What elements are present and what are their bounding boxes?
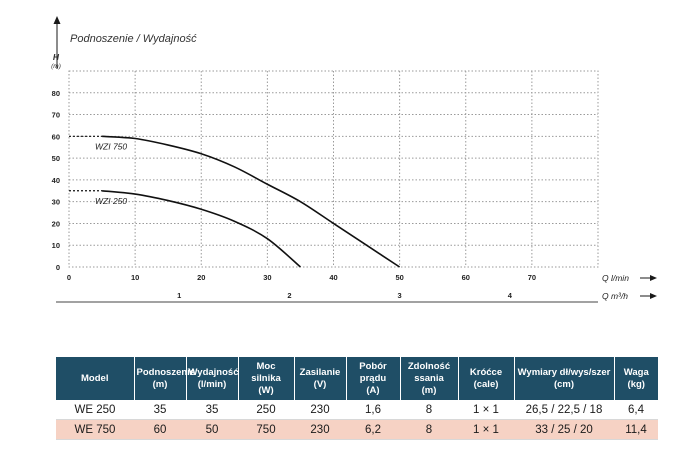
- y-tick-label: 60: [52, 132, 60, 141]
- x2-tick-label: 3: [398, 291, 402, 300]
- table-cell: 60: [134, 419, 186, 440]
- x2-tick-label: 2: [287, 291, 291, 300]
- y-tick-label: 20: [52, 219, 60, 228]
- table-cell: 1 × 1: [458, 419, 514, 440]
- chart-title: Podnoszenie / Wydajność: [70, 33, 197, 45]
- x-tick-label: 70: [528, 273, 536, 282]
- plot-frame: [68, 70, 599, 268]
- header-unit: (A): [366, 384, 380, 396]
- table-header-cell: Króćce (cale): [457, 357, 514, 400]
- table-cell: 230: [294, 419, 346, 440]
- x-tick-label: 20: [197, 273, 205, 282]
- x-tick-label: 60: [462, 273, 470, 282]
- header-label: Wydajność: [188, 366, 239, 378]
- x-axis-arrow-head: [650, 275, 657, 281]
- table-header-cell: Waga (kg): [613, 357, 658, 400]
- x-tick-label: 0: [67, 273, 71, 282]
- table-header-cell: Zasilanie (V): [293, 357, 346, 400]
- header-unit: (kg): [627, 378, 645, 390]
- y-axis-unit: (m): [51, 63, 61, 70]
- header-label: Model: [81, 372, 109, 384]
- header-unit: (m): [152, 378, 168, 390]
- x-tick-label: 30: [263, 273, 271, 282]
- x-axis-label: Q l/min: [602, 273, 629, 283]
- table-cell: 1,6: [346, 400, 400, 420]
- y-tick-label: 50: [52, 154, 60, 163]
- header-label: Zdolność ssania: [407, 360, 451, 384]
- table-header-cell: Model: [56, 357, 134, 400]
- series-label-1: WZI 250: [95, 196, 127, 206]
- header-unit: (cm): [553, 378, 575, 390]
- table-header-cell: Pobór prądu (A): [345, 357, 400, 400]
- header-label: Podnoszenie: [136, 366, 196, 378]
- y-tick-label: 0: [56, 263, 60, 272]
- y-tick-label: 10: [52, 241, 60, 250]
- table-cell: 26,5 / 22,5 / 18: [514, 400, 614, 420]
- header-label: Moc silnika: [251, 360, 281, 384]
- table-cell: 250: [238, 400, 294, 420]
- header-label: Wymiary dł/wys/szer: [517, 366, 611, 378]
- table-cell: 6,2: [346, 419, 400, 440]
- table-row: WE 250 35 35 250 230 1,6 8 1 × 1 26,5 / 22,5 / 1…: [56, 400, 658, 420]
- spec-table: Model Podnoszenie (m) Wydajność (l/min) Moc s…: [56, 357, 658, 440]
- table-header-row: Model Podnoszenie (m) Wydajność (l/min) Moc s…: [56, 357, 658, 400]
- table-cell: 230: [294, 400, 346, 420]
- table-header-cell: Moc silnika (W): [237, 357, 294, 400]
- y-axis-label: H: [53, 52, 60, 62]
- header-label: Zasilanie: [299, 366, 341, 378]
- table-row: WE 750 60 50 750 230 6,2 8 1 × 1 33 / 25 / 20 11,…: [56, 419, 658, 440]
- header-label: Króćce: [469, 366, 503, 378]
- table-cell: 8: [400, 400, 458, 420]
- table-cell: 11,4: [614, 419, 658, 440]
- x2-tick-label: 4: [508, 291, 513, 300]
- y-axis-arrow-head: [53, 16, 61, 24]
- model-cell: WE 750: [56, 419, 134, 440]
- table-cell: 50: [186, 419, 238, 440]
- table-cell: 35: [186, 400, 238, 420]
- table-header-cell: Zdolność ssania (m): [399, 357, 458, 400]
- x2-axis-label: Q m³/h: [602, 291, 628, 301]
- y-tick-label: 80: [52, 89, 60, 98]
- table-cell: 6,4: [614, 400, 658, 420]
- header-unit: (W): [258, 384, 274, 396]
- table-header-cell: Podnoszenie (m): [133, 357, 195, 400]
- y-tick-label: 40: [52, 176, 60, 185]
- x2-axis-arrow-head: [650, 293, 657, 299]
- model-cell: WE 250: [56, 400, 134, 420]
- series-line-0: [102, 135, 401, 268]
- table-header-cell: Wydajność (l/min): [185, 357, 239, 400]
- table-cell: 33 / 25 / 20: [514, 419, 614, 440]
- series-line-1: [101, 189, 301, 268]
- table-cell: 35: [134, 400, 186, 420]
- table-header-cell: Wymiary dł/wys/szer (cm): [513, 357, 614, 400]
- header-unit: (V): [313, 378, 327, 390]
- header-unit: (cale): [473, 378, 499, 390]
- header-unit: (m): [421, 384, 437, 396]
- table-cell: 8: [400, 419, 458, 440]
- x-tick-label: 10: [131, 273, 139, 282]
- x-tick-label: 50: [395, 273, 403, 282]
- y-tick-label: 70: [52, 111, 60, 120]
- x-tick-label: 40: [329, 273, 337, 282]
- header-label: Pobór prądu: [359, 360, 387, 384]
- header-unit: (l/min): [197, 378, 227, 390]
- x2-tick-label: 1: [177, 291, 181, 300]
- table-cell: 750: [238, 419, 294, 440]
- series-label-0: WZI 750: [95, 141, 127, 151]
- y-tick-label: 30: [52, 198, 60, 207]
- table-cell: 1 × 1: [458, 400, 514, 420]
- header-label: Waga: [623, 366, 649, 378]
- pump-curve-chart: Podnoszenie / WydajnośćH(m)0102030405060…: [51, 16, 657, 303]
